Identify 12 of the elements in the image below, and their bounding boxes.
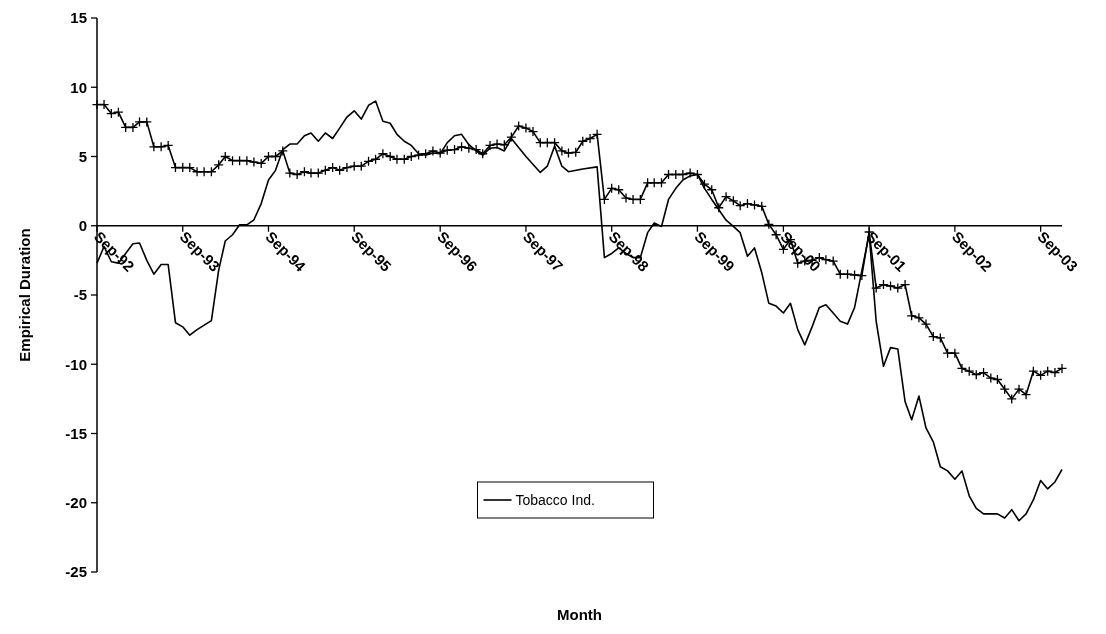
x-axis-title: Month [557, 606, 602, 623]
y-tick-label: -20 [65, 494, 87, 511]
y-tick-label: 15 [70, 9, 87, 27]
legend-label: Tobacco Ind. [515, 492, 595, 508]
y-tick-label: -10 [65, 355, 87, 373]
y-tick-label: -5 [73, 286, 87, 304]
y-tick-label: 10 [70, 78, 87, 96]
y-axis-title: Empirical Duration [16, 228, 33, 362]
y-tick-label: 0 [78, 217, 87, 234]
y-tick-label: -15 [65, 424, 87, 442]
y-tick-label: 5 [78, 147, 87, 165]
y-tick-label: -25 [65, 563, 87, 581]
